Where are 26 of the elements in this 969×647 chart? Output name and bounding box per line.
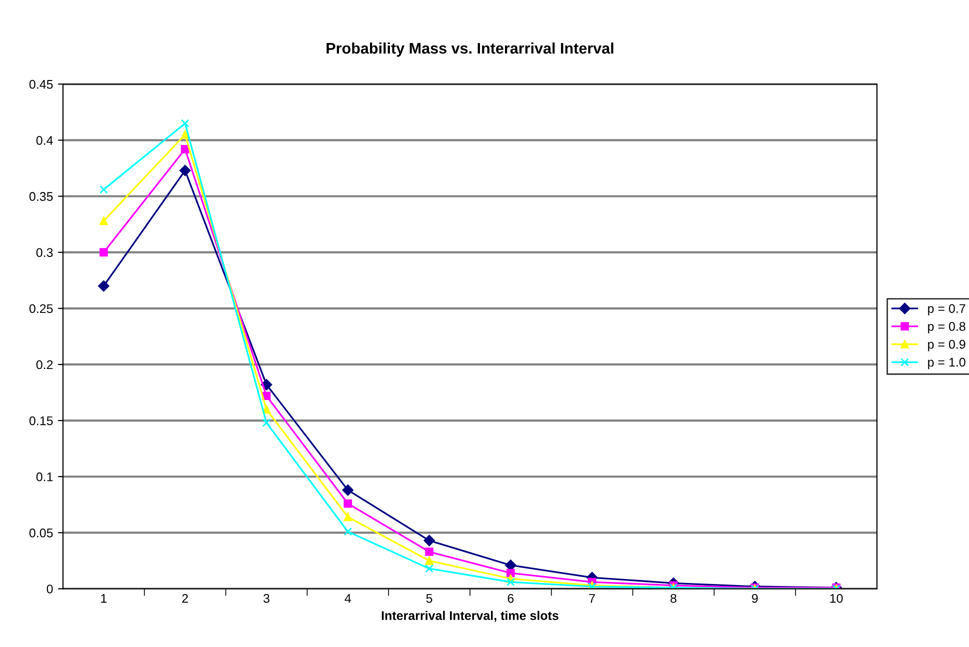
x-axis-title: Interarrival Interval, time slots <box>382 610 558 622</box>
legend-label: p = 0.7 <box>928 304 966 316</box>
y-tick-label: 0.05 <box>29 528 53 538</box>
x-tick-label: 9 <box>752 594 758 603</box>
x-tick-label: 1 <box>101 594 107 603</box>
y-tick-label: 0.15 <box>29 416 53 426</box>
x-tick-label: 2 <box>182 594 188 603</box>
y-tick-label: 0.1 <box>36 472 53 482</box>
y-tick-label: 0.45 <box>29 80 53 89</box>
y-tick-label: 0.35 <box>29 192 53 201</box>
x-tick-label: 6 <box>508 594 514 603</box>
legend-label: p = 0.8 <box>928 322 966 334</box>
x-tick-label: 3 <box>263 594 270 603</box>
x-tick-label: 4 <box>344 594 351 603</box>
x-tick-label: 10 <box>830 594 843 603</box>
chart-title: Probability Mass vs. Interarrival Interval <box>326 42 614 57</box>
y-tick-label: 0.25 <box>29 304 53 314</box>
y-tick-label: 0 <box>46 584 53 594</box>
x-tick-label: 8 <box>670 594 676 603</box>
y-tick-label: 0.2 <box>36 360 53 370</box>
y-tick-label: 0.3 <box>36 248 53 257</box>
legend-label: p = 1.0 <box>928 358 966 370</box>
y-tick-label: 0.4 <box>36 136 53 145</box>
x-tick-label: 5 <box>426 594 432 603</box>
x-tick-label: 7 <box>589 594 595 603</box>
legend-label: p = 0.9 <box>928 340 966 352</box>
